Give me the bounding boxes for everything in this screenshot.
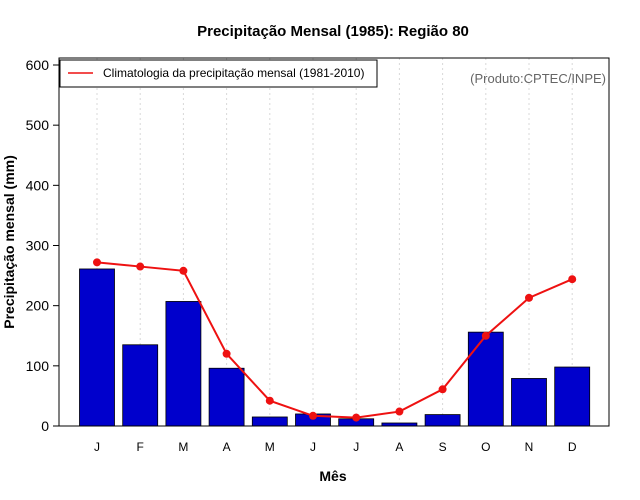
climatology-point-O <box>481 331 490 340</box>
x-tick-label: M <box>265 440 275 454</box>
x-tick-label: O <box>481 440 490 454</box>
climatology-point-M <box>179 266 188 275</box>
climatology-line <box>96 261 573 419</box>
x-tick-label: D <box>568 440 577 454</box>
climatology-point-J <box>309 411 317 420</box>
climatology-point-S <box>438 385 447 394</box>
legend-label: Climatologia da precipitação mensal (198… <box>103 66 364 80</box>
x-tick-label: J <box>310 440 316 454</box>
credit-text: (Produto:CPTEC/INPE) <box>470 71 606 86</box>
bar-series <box>79 268 591 427</box>
bar-S <box>424 414 461 427</box>
x-tick-label: J <box>353 440 359 454</box>
bar-F <box>122 344 159 427</box>
climatology-point-F <box>136 262 145 271</box>
plot-frame <box>58 57 610 427</box>
legend: Climatologia da precipitação mensal (198… <box>59 59 378 88</box>
y-tick-label: 600 <box>26 57 50 73</box>
x-tick-label: F <box>137 440 144 454</box>
legend-box <box>59 59 378 88</box>
x-tick-label: S <box>439 440 447 454</box>
x-axis-label: Mês <box>319 468 346 484</box>
y-tick-label: 400 <box>26 177 50 193</box>
x-tick-label: N <box>525 440 534 454</box>
bar-M <box>165 301 202 427</box>
y-tick-label: 200 <box>26 298 50 314</box>
y-tick-label: 0 <box>41 418 49 434</box>
bar-D <box>554 366 591 427</box>
x-tick-label: J <box>94 440 100 454</box>
y-axis-label: Precipitação mensal (mm) <box>1 155 17 329</box>
climatology-point-A <box>222 349 231 358</box>
y-axis: 0 100 200 300 400 500 600 <box>26 57 59 434</box>
climatology-point-J <box>352 413 361 422</box>
climatology-point-D <box>568 275 577 284</box>
bar-M <box>251 416 288 427</box>
x-tick-label: M <box>178 440 188 454</box>
climatology-point-N <box>525 293 533 302</box>
y-tick-label: 300 <box>26 238 50 254</box>
x-tick-label: A <box>223 440 231 454</box>
climatology-point-M <box>265 396 274 405</box>
climatology-point-J <box>93 258 101 267</box>
chart-title: Precipitação Mensal (1985): Região 80 <box>197 23 469 40</box>
y-tick-label: 100 <box>26 358 50 374</box>
bar-J <box>79 268 115 427</box>
bar-N <box>511 378 547 427</box>
x-tick-label: A <box>395 440 403 454</box>
bar-A <box>208 367 245 427</box>
bar-O <box>467 331 504 427</box>
y-tick-label: 500 <box>26 117 50 133</box>
climatology-point-A <box>395 407 404 416</box>
climatology-line-series <box>93 258 577 422</box>
